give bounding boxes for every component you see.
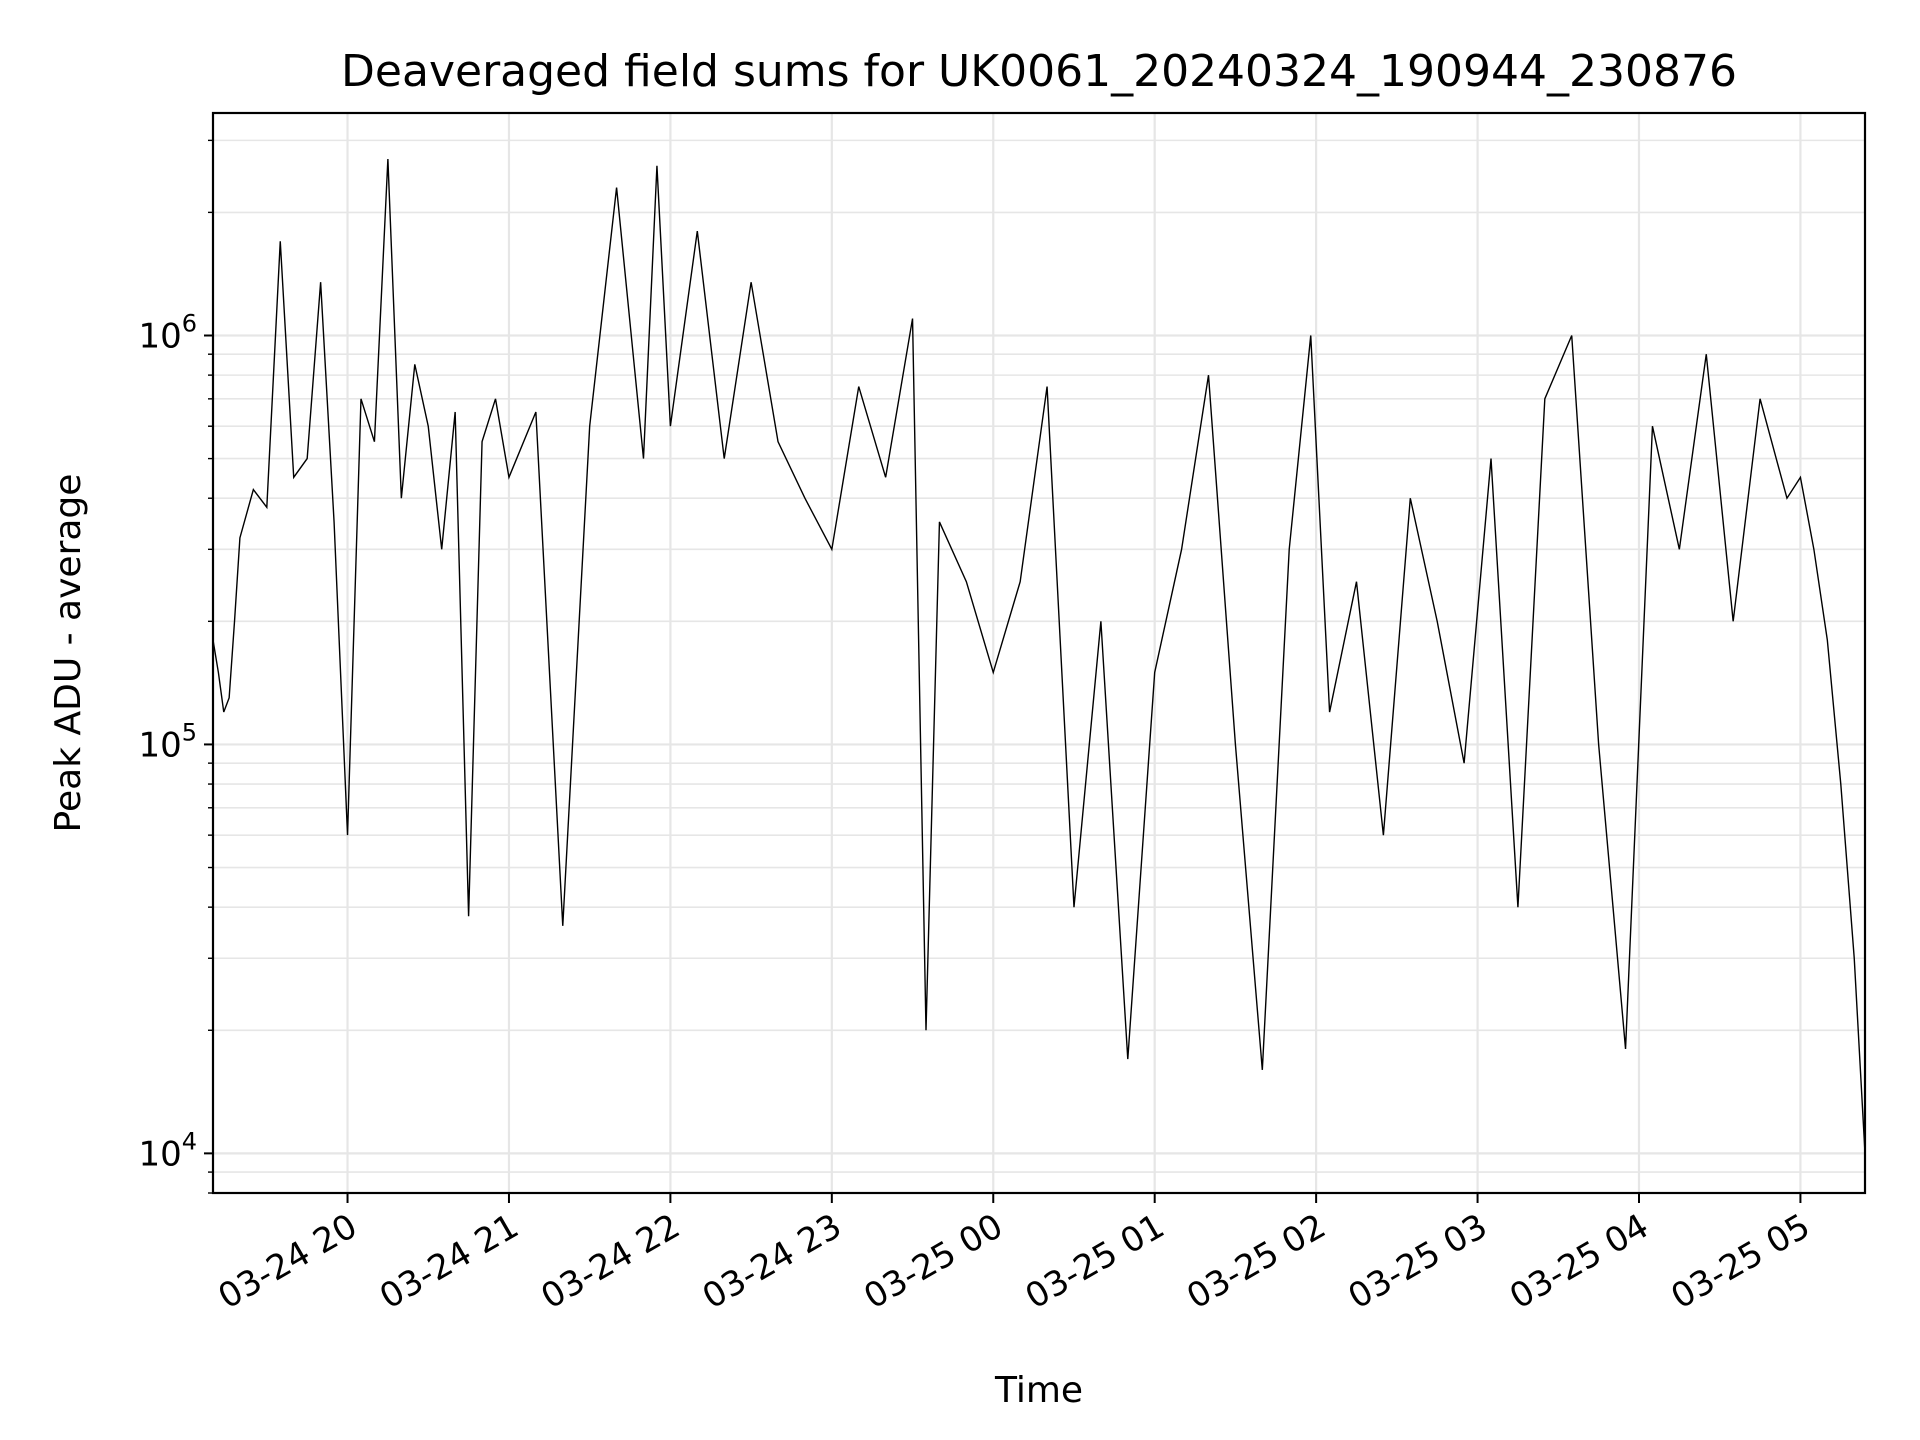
series-line <box>212 159 1866 1154</box>
y-tick-label: 104 <box>138 1127 197 1174</box>
y-tick-label: 106 <box>138 309 197 356</box>
series-layer <box>212 159 1866 1154</box>
chart-title: Deaveraged field sums for UK0061_2024032… <box>341 46 1737 97</box>
y-axis: 104 105 106 <box>138 139 213 1194</box>
x-axis-label: Time <box>994 1370 1083 1411</box>
y-tick-label: 105 <box>138 718 197 765</box>
y-axis-label: Peak ADU - average <box>48 474 89 833</box>
plot-frame <box>211 111 1867 1195</box>
grid <box>213 113 1865 1194</box>
